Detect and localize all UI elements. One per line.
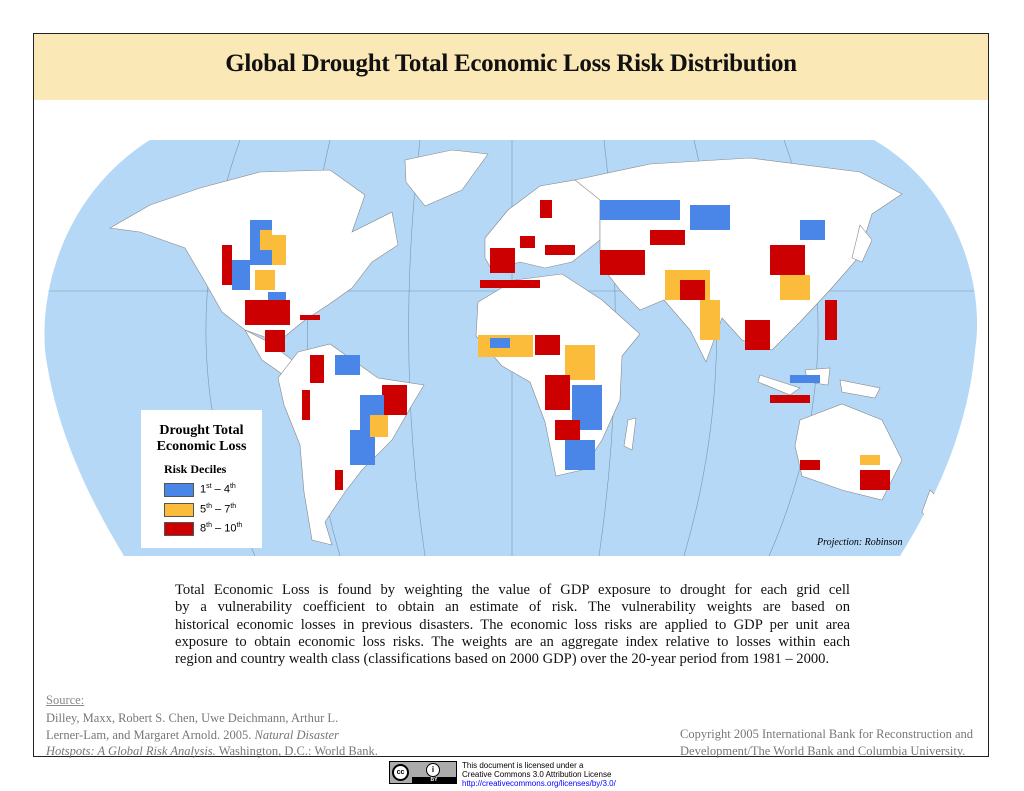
legend-label-medium: 5th – 7th bbox=[200, 503, 237, 516]
projection-label: Projection: Robinson bbox=[817, 537, 903, 548]
source-line: Hotspots: A Global Risk Analysis. Washin… bbox=[46, 744, 378, 758]
description-paragraph: Total Economic Loss is found by weightin… bbox=[175, 582, 850, 668]
japan bbox=[851, 224, 873, 263]
title-band bbox=[34, 34, 988, 100]
cc-license-badge[interactable]: cc i BY bbox=[389, 761, 457, 784]
page-frame bbox=[33, 33, 989, 757]
map-legend: Drought Total Economic Loss bbox=[141, 410, 262, 548]
legend-label-high: 8th – 10th bbox=[200, 522, 243, 535]
copyright-line: Copyright 2005 International Bank for Re… bbox=[680, 727, 973, 741]
license-line: Creative Commons 3.0 Attribution License bbox=[462, 770, 612, 779]
legend-title-line1: Drought Total bbox=[159, 423, 244, 438]
description-line: region and country wealth class (classif… bbox=[175, 651, 830, 668]
legend-subtitle: Risk Deciles bbox=[164, 462, 227, 476]
description-line: by a vulnerability coefficient to obtain… bbox=[175, 599, 850, 616]
license-line: This document is licensed under a bbox=[462, 761, 584, 770]
source-heading: Source: bbox=[46, 693, 85, 707]
risk-patches bbox=[222, 200, 890, 490]
source-citation: Dilley, Maxx, Robert S. Chen, Uwe Deichm… bbox=[46, 710, 378, 760]
legend-swatch-medium bbox=[164, 503, 194, 517]
license-link[interactable]: http://creativecommons.org/licenses/by/3… bbox=[462, 779, 616, 788]
description-line: exposure to obtain economic loss risks. … bbox=[175, 633, 850, 650]
legend-title-line2: Economic Loss bbox=[156, 439, 247, 454]
cc-icon: cc bbox=[392, 764, 409, 781]
legend-label-low: 1st – 4th bbox=[200, 483, 236, 496]
legend-title: Drought Total Economic Loss bbox=[141, 423, 262, 455]
description-line: historical economic losses in previous d… bbox=[175, 616, 850, 633]
legend-swatch-high bbox=[164, 522, 194, 536]
license-text: This document is licensed under a Creati… bbox=[462, 761, 616, 788]
by-label: BY bbox=[412, 777, 456, 783]
source-line: Lerner-Lam, and Margaret Arnold. 2005. N… bbox=[46, 727, 339, 742]
legend-swatch-low bbox=[164, 483, 194, 497]
copyright-line: Development/The World Bank and Columbia … bbox=[680, 743, 966, 758]
source-line: Dilley, Maxx, Robert S. Chen, Uwe Deichm… bbox=[46, 711, 339, 725]
greenland bbox=[404, 149, 489, 207]
description-line: Total Economic Loss is found by weightin… bbox=[175, 582, 850, 598]
map-title: Global Drought Total Economic Loss Risk … bbox=[225, 50, 797, 77]
attribution-icon: i bbox=[426, 763, 440, 777]
madagascar bbox=[623, 417, 637, 451]
copyright: Copyright 2005 International Bank for Re… bbox=[680, 726, 973, 759]
